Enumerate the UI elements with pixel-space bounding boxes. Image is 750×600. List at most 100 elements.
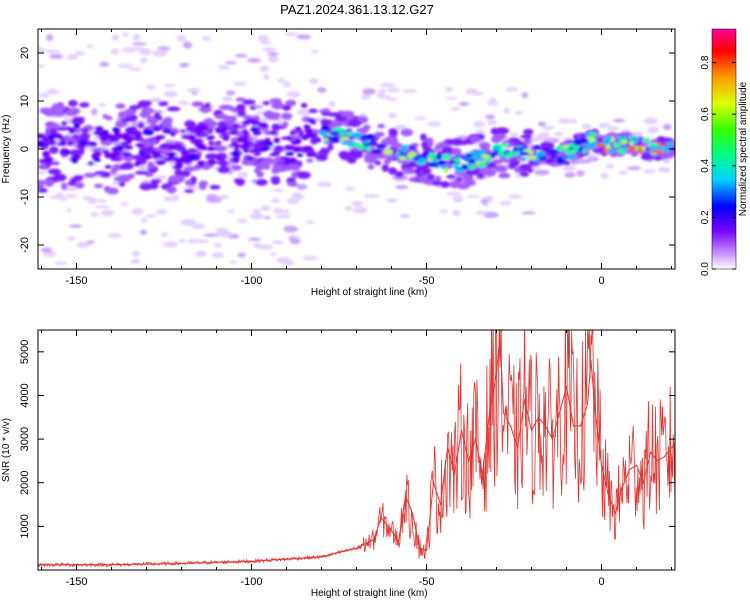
spectrogram-band <box>253 150 261 157</box>
spectrogram-band <box>236 103 246 112</box>
spectrogram-core <box>568 143 576 147</box>
spectrogram-speckle <box>618 170 628 175</box>
spectrogram-band <box>407 160 417 168</box>
snr-point <box>110 564 113 566</box>
spectrogram-core <box>196 143 207 150</box>
spectrogram-core <box>262 146 271 151</box>
spectrogram-band <box>286 163 301 171</box>
spectrogram-core <box>474 156 485 160</box>
spectrogram-speckle <box>362 88 376 95</box>
snr-point <box>432 482 435 484</box>
snr-point <box>621 486 624 488</box>
spectrogram-speckle <box>264 216 271 220</box>
spectrogram-speckle <box>133 33 141 41</box>
spectrogram-core <box>649 142 658 147</box>
spectrogram-speckle <box>647 127 659 134</box>
spectrogram-core <box>49 139 57 146</box>
spectrogram-speckle <box>351 200 364 207</box>
spectrogram-band <box>53 173 67 182</box>
spectrogram-core <box>264 137 271 143</box>
spectrogram-band <box>215 115 228 120</box>
spectrogram-core <box>476 162 487 168</box>
spectrogram-band <box>128 105 141 110</box>
spectrogram-band <box>81 127 89 134</box>
spectrogram-band <box>420 133 427 141</box>
spectrogram-band <box>388 167 397 175</box>
spectrogram-band <box>247 160 258 165</box>
spectrogram-band <box>282 121 289 128</box>
spectrogram-speckle <box>130 258 141 264</box>
snr-point <box>404 495 407 497</box>
spectrogram-core <box>239 143 250 150</box>
spectrogram-speckle <box>471 91 484 96</box>
spectrogram-band <box>190 175 197 184</box>
snr-point <box>593 403 596 405</box>
spectrogram-band <box>495 168 508 173</box>
bottom-xtick-label: -50 <box>419 576 435 588</box>
spectrogram-band <box>327 144 334 151</box>
spectrogram-core <box>120 141 128 146</box>
spectrogram-core <box>319 130 328 137</box>
bottom-xtick-label: -100 <box>240 576 262 588</box>
spectrogram-band <box>137 121 145 129</box>
spectrogram-speckle <box>163 90 178 98</box>
spectrogram-speckle <box>46 34 54 41</box>
spectrogram-band <box>522 128 534 135</box>
spectrogram-band <box>491 135 502 144</box>
spectrogram-speckle <box>458 101 469 107</box>
spectrogram-speckle <box>191 223 205 230</box>
snr-point <box>446 447 449 449</box>
spectrogram-core <box>141 154 152 160</box>
spectrogram-band <box>456 182 470 190</box>
spectrogram-core <box>258 157 264 162</box>
spectrogram-speckle <box>206 196 222 204</box>
spectrogram-core <box>79 140 87 147</box>
spectrogram-core <box>132 136 144 141</box>
bottom-ylabel: SNR (10 * v/v) <box>1 418 12 482</box>
spectrogram-speckle <box>86 240 95 244</box>
spectrogram-band <box>300 102 308 109</box>
spectrogram-core <box>348 136 355 140</box>
spectrogram-speckle <box>145 214 157 218</box>
spectrogram-speckle <box>259 65 270 73</box>
spectrogram-speckle <box>179 239 186 243</box>
spectrogram-core <box>655 145 663 151</box>
spectrogram-band <box>44 178 54 187</box>
spectrogram-core <box>245 156 255 161</box>
spectrogram-speckle <box>165 139 175 144</box>
bottom-xtick-label: 0 <box>598 576 604 588</box>
spectrogram-core <box>38 142 49 146</box>
spectrogram-speckle <box>505 87 519 92</box>
spectrogram-speckle <box>376 92 386 99</box>
spectrogram-speckle <box>554 132 564 137</box>
spectrogram-band <box>263 157 274 166</box>
spectrogram-band <box>388 128 398 136</box>
spectrogram-speckle <box>444 86 453 92</box>
spectrogram-band <box>441 146 453 154</box>
spectrogram-core <box>380 144 387 148</box>
spectrogram-band <box>162 122 173 130</box>
snr-point <box>642 482 645 484</box>
spectrogram-band <box>509 160 521 166</box>
spectrogram-band <box>338 150 351 159</box>
spectrogram-core <box>437 160 446 166</box>
spectrogram-speckle <box>157 46 171 50</box>
snr-point <box>516 447 519 449</box>
spectrogram-speckle <box>344 206 353 211</box>
snr-point <box>614 512 617 514</box>
spectrogram-speckle <box>483 211 499 219</box>
snr-point <box>418 547 421 549</box>
spectrogram-band <box>470 136 482 143</box>
spectrogram-speckle <box>271 198 281 204</box>
spectrogram-speckle <box>626 166 642 171</box>
spectrogram-band <box>249 105 257 111</box>
top-ytick-label: -20 <box>19 237 31 253</box>
top-xtick-label: -50 <box>419 275 435 287</box>
spectrogram-speckle <box>56 192 64 198</box>
spectrogram-band <box>158 101 169 107</box>
spectrogram-core <box>340 141 350 145</box>
spectrogram-core <box>408 145 416 150</box>
spectrogram-speckle <box>514 110 523 115</box>
spectrogram-core <box>187 134 196 141</box>
